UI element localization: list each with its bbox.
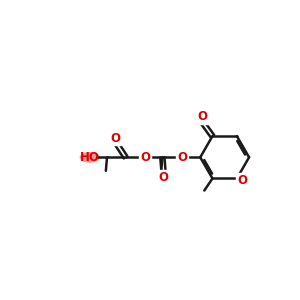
- Ellipse shape: [80, 153, 99, 162]
- Text: O: O: [110, 131, 120, 145]
- Text: HO: HO: [80, 151, 100, 164]
- Text: O: O: [197, 110, 207, 123]
- Text: O: O: [177, 151, 187, 164]
- Text: O: O: [140, 151, 150, 164]
- Text: O: O: [158, 171, 169, 184]
- Text: O: O: [237, 174, 247, 187]
